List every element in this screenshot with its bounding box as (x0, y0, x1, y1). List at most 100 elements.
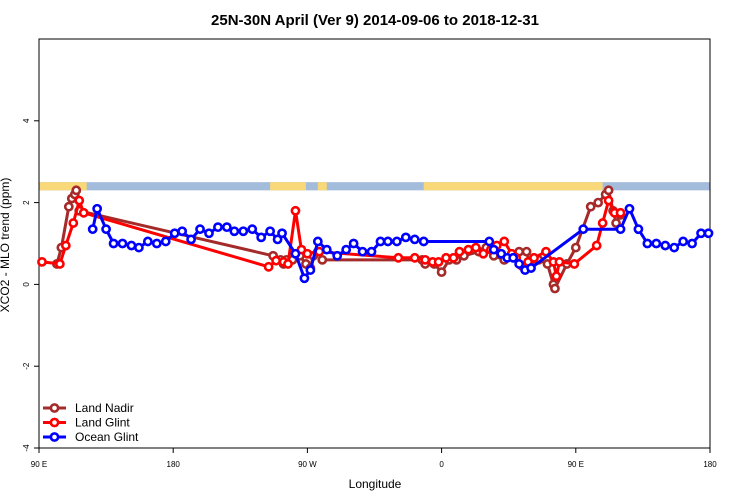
series-2-point-54 (660, 240, 671, 251)
legend-label-0: Land Nadir (75, 401, 134, 415)
series-1 (37, 195, 626, 282)
series-1-point-20 (448, 252, 459, 263)
series-0-point-21 (436, 267, 447, 278)
land-ocean-band (39, 182, 710, 191)
series-1-point-32 (529, 252, 539, 263)
series-0-point-35 (550, 283, 560, 294)
series-2-point-52 (642, 238, 653, 249)
series-2-point-51 (633, 224, 644, 235)
y-tick-label-1: -2 (22, 362, 31, 370)
series-1-point-40 (603, 195, 614, 206)
land-segment-0 (39, 182, 87, 191)
series-1-point-1 (54, 259, 65, 269)
series-2-point-53 (651, 238, 662, 249)
series-1-point-6 (263, 261, 274, 272)
series-0-point-37 (570, 242, 581, 253)
series-1-point-10 (290, 205, 301, 216)
series-line-0 (55, 188, 622, 290)
series-2-point-12 (186, 234, 196, 245)
series-2-point-38 (409, 234, 420, 245)
series-0-point-5 (71, 185, 82, 196)
series-2-point-40 (484, 236, 495, 247)
series-2-point-20 (256, 232, 267, 243)
series-2-point-36 (391, 236, 402, 247)
series-2-point-58 (696, 228, 706, 239)
ocean-band (39, 182, 710, 191)
series-2-point-23 (277, 228, 287, 239)
x-tick-label-5: 180 (703, 460, 717, 469)
series-1-point-37 (569, 259, 580, 269)
series-1-point-39 (597, 218, 608, 228)
x-tick-label-4: 90 E (568, 460, 584, 469)
series-1-point-38 (591, 240, 602, 251)
series-2-point-32 (357, 246, 368, 257)
series-2-point-37 (400, 232, 411, 243)
series-2-point-44 (508, 252, 519, 263)
series-1-point-2 (60, 240, 71, 251)
series-1-point-35 (551, 271, 562, 282)
x-tick-label-3: 0 (439, 460, 444, 469)
series-1-point-15 (409, 252, 420, 263)
series-2-point-18 (238, 226, 249, 237)
y-tick-label-4: 4 (22, 118, 31, 123)
series-2-point-6 (134, 242, 144, 253)
plot-frame (38, 38, 711, 449)
series-2-point-39 (418, 236, 429, 247)
series-2-point-13 (195, 224, 205, 235)
series-1-point-18 (433, 257, 444, 267)
series-2-point-17 (229, 226, 240, 237)
series-1-point-23 (470, 242, 481, 253)
legend-label-2: Ocean Glint (75, 430, 139, 444)
series-2-point-19 (247, 224, 258, 235)
series-2-point-10 (169, 228, 180, 239)
series-2 (87, 203, 714, 284)
series-2-point-14 (204, 228, 214, 239)
series-2-point-33 (366, 246, 377, 257)
series-2-point-41 (488, 244, 499, 255)
series-1-point-14 (393, 252, 404, 263)
series-2-point-31 (348, 238, 359, 249)
y-axis-label: XCO2 - MLO trend (ppm) (0, 178, 12, 313)
series-1-point-27 (499, 236, 510, 247)
y-tick-label-3: 2 (22, 200, 31, 205)
x-axis: 90 E 180 90 W 0 90 E 180 (31, 448, 717, 469)
series-2-point-59 (703, 228, 714, 239)
series-2-point-8 (151, 238, 162, 249)
series-2-point-22 (272, 234, 283, 245)
x-tick-label-1: 180 (167, 460, 181, 469)
series-2-point-16 (221, 222, 232, 233)
series-0-point-17 (317, 254, 328, 265)
y-tick-label-2: 0 (22, 282, 31, 287)
series-0-point-41 (603, 185, 614, 196)
land-segment-2 (317, 182, 327, 191)
x-axis-label: Longitude (349, 477, 402, 491)
series-2-point-5 (126, 240, 137, 251)
series-2-point-27 (312, 236, 323, 247)
series-2-point-25 (299, 273, 310, 284)
series-0-point-38 (585, 201, 596, 212)
legend-marker-2 (49, 432, 60, 442)
series-1-point-12 (302, 248, 313, 259)
series-2-point-28 (321, 244, 332, 255)
series-1-point-0 (37, 257, 47, 267)
series-0 (51, 185, 626, 294)
series-1-point-7 (271, 255, 281, 266)
series-1-point-21 (454, 246, 465, 257)
series-2-point-26 (305, 265, 316, 275)
series-1-point-42 (615, 207, 626, 218)
legend-marker-1 (49, 417, 60, 428)
y-axis: -4 -2 0 2 4 (22, 118, 39, 452)
x-tick-label-0: 90 E (31, 460, 47, 469)
series-2-point-29 (332, 250, 343, 261)
series-0-point-2 (63, 201, 74, 212)
series-2-point-11 (177, 226, 188, 237)
series-1-point-36 (554, 257, 565, 267)
series-2-point-0 (87, 224, 98, 235)
land-segment-3 (423, 182, 603, 191)
series-1-point-19 (441, 252, 451, 263)
series-2-point-24 (290, 248, 301, 259)
series-2-point-57 (687, 238, 698, 249)
chart-title: 25N-30N April (Ver 9) 2014-09-06 to 2018… (211, 12, 539, 29)
